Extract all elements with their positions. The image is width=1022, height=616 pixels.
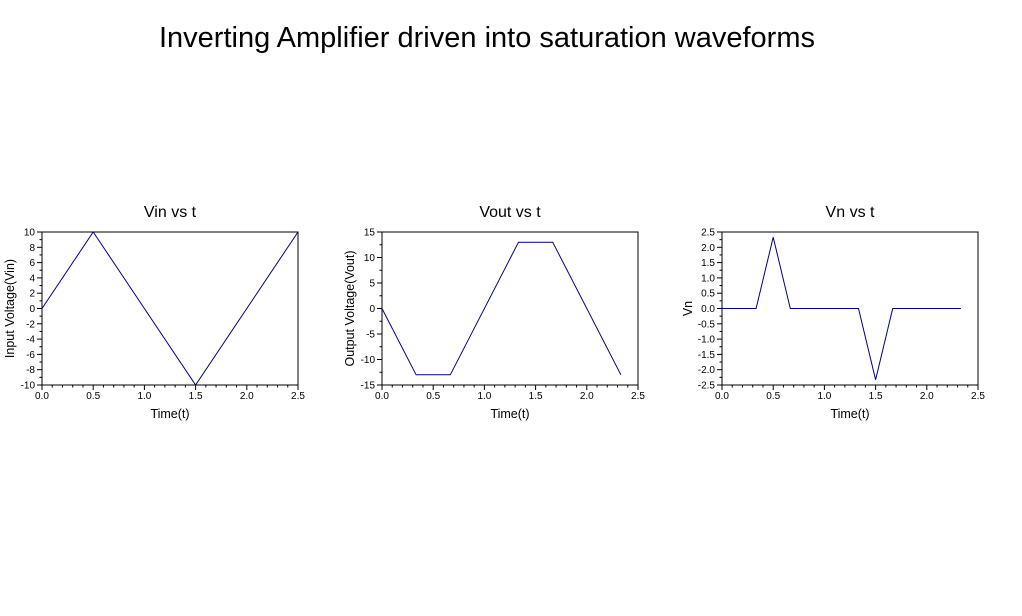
chart-1-ytick-label: 4 [29,273,35,284]
chart-3-ytick-label: -2.5 [698,381,716,392]
chart-1-xtick-label: 0.5 [86,391,100,402]
chart-vn-vs-t: Vn vs t Time(t) Vn 0.0 0.5 1.0 1.5 2.0 2.5 -2.5 -2… [681,204,985,421]
chart-2-xtick-label: 0.5 [426,391,440,402]
chart-2-xtick-label: 1.0 [477,391,491,402]
chart-2-ytick-label: 0 [369,304,375,315]
chart-2-ytick-label: 15 [364,228,376,239]
chart-3-ytick-label: -1.0 [698,335,716,346]
chart-2-ylabel: Output Voltage(Vout) [343,250,357,366]
chart-2-xlabel: Time(t) [490,407,529,421]
chart-1-xtick-label: 2.5 [291,391,305,402]
chart-3-ytick-label: 1.0 [701,273,715,284]
chart-2-ytick-label: 5 [369,279,375,290]
chart-2-ytick-label: -10 [361,355,376,366]
chart-3-ylabel: Vn [681,301,695,316]
chart-1-xtick-label: 1.5 [189,391,203,402]
chart-1-title: Vin vs t [144,204,197,221]
chart-1-ytick-label: 6 [29,258,35,269]
chart-2-plot-frame [381,231,639,386]
chart-2-title: Vout vs t [479,204,541,221]
chart-2-ytick-label: -5 [366,330,375,341]
chart-3-ytick-label: -2.0 [698,365,716,376]
chart-2-ytick-label: -15 [361,381,376,392]
chart-3-xtick-label: 2.5 [971,391,985,402]
chart-1-ytick-label: 8 [29,243,35,254]
chart-3-xlabel: Time(t) [830,407,869,421]
chart-1-ytick-label: -2 [26,319,35,330]
chart-1-series-line [41,231,299,386]
chart-1-plot-frame [41,231,299,386]
chart-3-series-line [722,237,961,380]
chart-1-ylabel: Input Voltage(Vin) [3,259,17,358]
chart-3-ytick-label: 0.0 [701,304,715,315]
chart-2-xtick-label: 0.0 [375,391,389,402]
chart-3-title: Vn vs t [826,204,875,221]
chart-1-ytick-label: 0 [29,304,35,315]
chart-3-xtick-label: 0.0 [715,391,729,402]
chart-3-xtick-label: 1.0 [817,391,831,402]
chart-vout-vs-t: Vout vs t Time(t) Output Voltage(Vout) 0.0 0… [343,204,645,421]
chart-1-xtick-label: 1.0 [137,391,151,402]
chart-1-ytick-label: -6 [26,350,35,361]
chart-3-xtick-label: 0.5 [766,391,780,402]
chart-3-ytick-label: 1.5 [701,258,715,269]
chart-3-ytick-label: 2.5 [701,228,715,239]
chart-3-xtick-label: 2.0 [920,391,934,402]
chart-1-xtick-label: 0.0 [35,391,49,402]
chart-1-ytick-label: -8 [26,365,35,376]
chart-1-ytick-label: 10 [24,228,36,239]
chart-1-xlabel: Time(t) [150,407,189,421]
chart-2-ytick-label: 10 [364,253,376,264]
chart-2-xtick-label: 1.5 [529,391,543,402]
chart-3-ytick-label: -0.5 [698,319,716,330]
chart-vin-vs-t: Vin vs t Time(t) Input Voltage(Vin) 0.0 0.5 1… [3,204,305,421]
chart-3-ytick-label: 2.0 [701,243,715,254]
chart-3-xtick-label: 1.5 [869,391,883,402]
figure-title: Inverting Amplifier driven into saturati… [158,22,815,54]
chart-2-series-line [381,241,622,376]
chart-2-xtick-label: 2.5 [631,391,645,402]
chart-1-ytick-label: -4 [26,335,35,346]
chart-1-ytick-label: 2 [29,289,35,300]
chart-3-ytick-label: 0.5 [701,289,715,300]
chart-3-ytick-label: -1.5 [698,350,716,361]
chart-1-xtick-label: 2.0 [240,391,254,402]
chart-1-ytick-label: -10 [21,381,36,392]
chart-2-xtick-label: 2.0 [580,391,594,402]
